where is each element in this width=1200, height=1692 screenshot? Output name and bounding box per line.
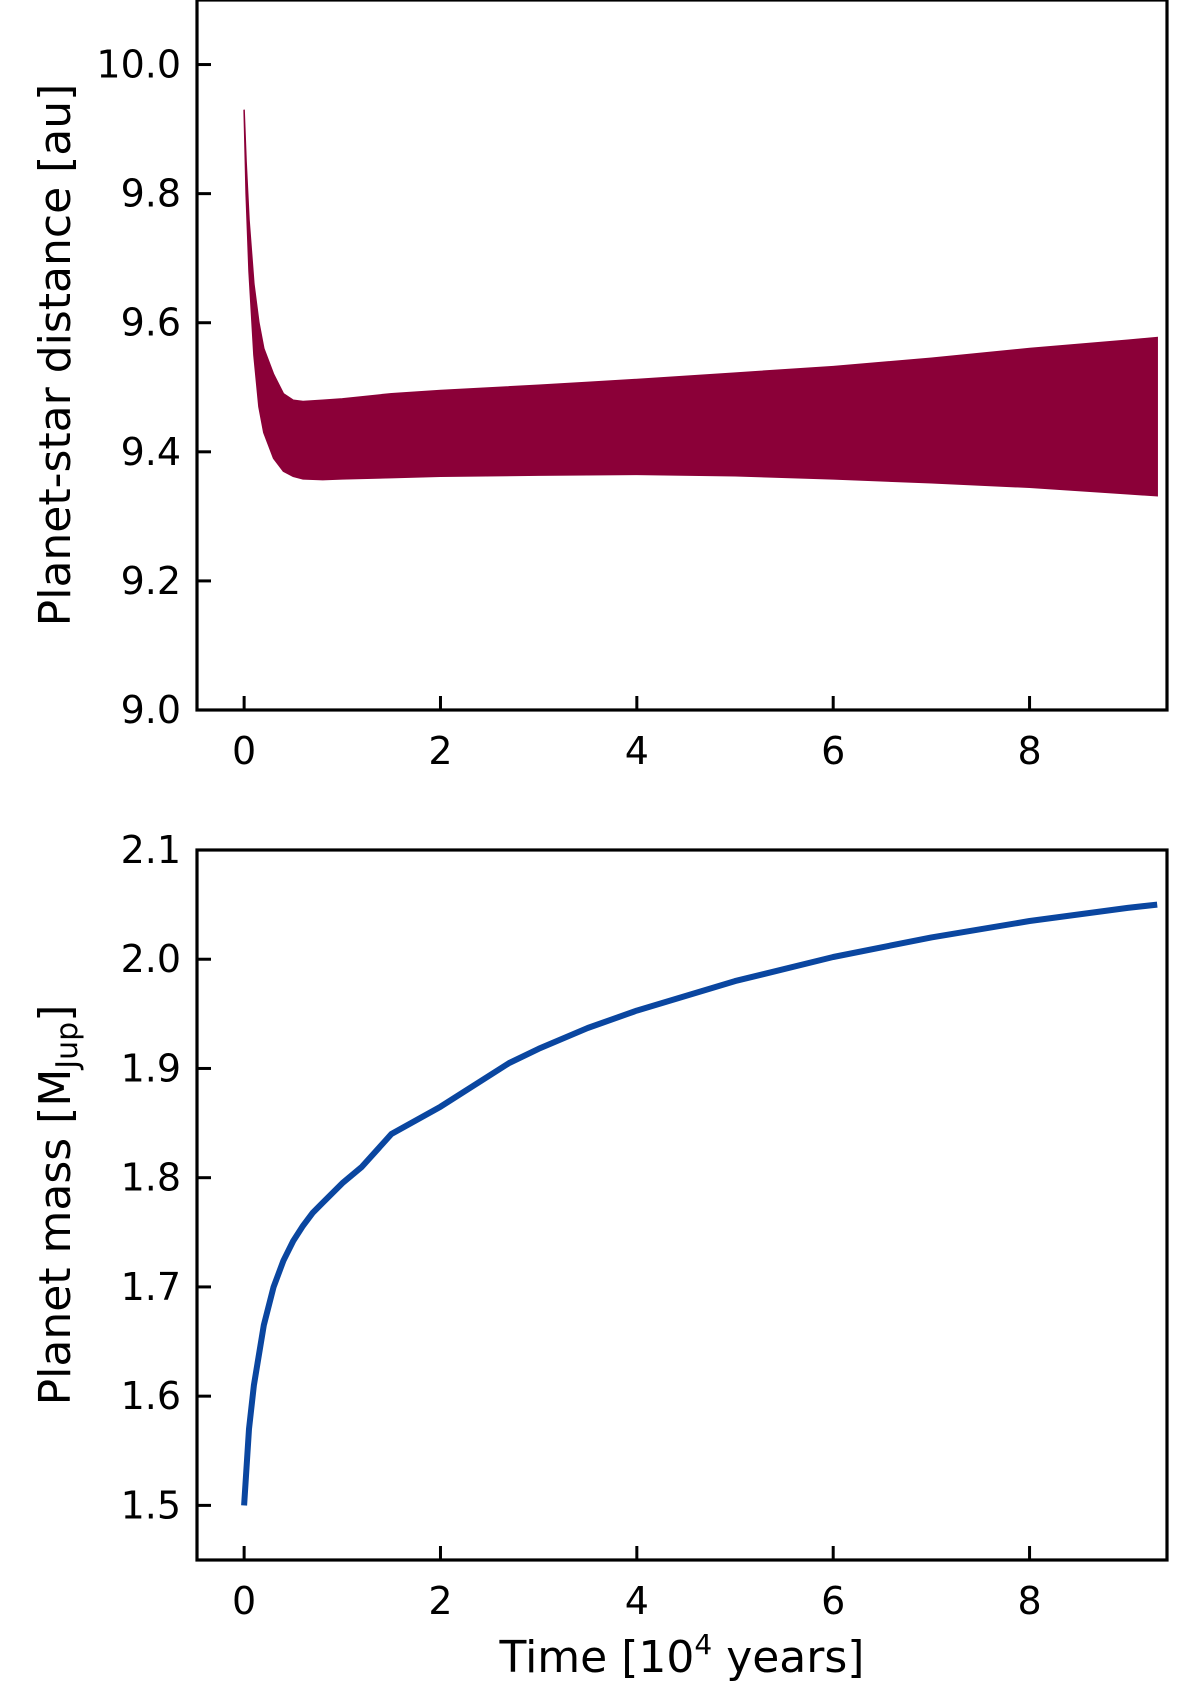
mass-series bbox=[241, 901, 1158, 1506]
time-x-axis-label: Time [104 years] bbox=[499, 1628, 865, 1683]
x-tick-label: 6 bbox=[821, 1579, 845, 1623]
x-tick-label: 8 bbox=[1017, 729, 1041, 773]
distance-panel: 0 2 4 6 8 9.0 9.2 9.4 9.6 9.8 10.0 Planet-star dis… bbox=[30, 0, 1169, 773]
mass-panel: 0 2 4 6 8 1.5 1.6 1.7 1.8 1.9 2.0 2.1 Planet mass [… bbox=[30, 828, 1169, 1683]
mass-plot-frame bbox=[195, 848, 1169, 1562]
y-tick-label: 9.8 bbox=[121, 172, 181, 216]
y-tick-label: 1.5 bbox=[121, 1483, 181, 1527]
y-tick-label: 1.7 bbox=[121, 1265, 181, 1309]
x-tick-label: 0 bbox=[232, 729, 256, 773]
distance-ticks: 0 2 4 6 8 9.0 9.2 9.4 9.6 9.8 10.0 bbox=[96, 43, 1041, 773]
y-tick-label: 2.1 bbox=[121, 828, 181, 872]
y-tick-label: 1.8 bbox=[121, 1156, 181, 1200]
y-tick-label: 9.4 bbox=[121, 430, 181, 474]
distance-envelope-area bbox=[243, 109, 1158, 497]
distance-y-axis-label: Planet-star distance [au] bbox=[30, 84, 81, 627]
mass-y-axis-label: Planet mass [MJup] bbox=[30, 1005, 85, 1406]
distance-series bbox=[243, 109, 1158, 497]
mass-series-line bbox=[241, 901, 1158, 1506]
y-tick-label: 9.2 bbox=[121, 559, 181, 603]
y-tick-label: 1.6 bbox=[121, 1374, 181, 1418]
mass-ticks: 0 2 4 6 8 1.5 1.6 1.7 1.8 1.9 2.0 2.1 bbox=[121, 828, 1042, 1623]
distance-plot-frame bbox=[195, 0, 1169, 712]
y-tick-label: 2.0 bbox=[121, 937, 181, 981]
x-tick-label: 4 bbox=[625, 729, 649, 773]
y-tick-label: 9.0 bbox=[121, 688, 181, 732]
x-tick-label: 6 bbox=[821, 729, 845, 773]
y-tick-label: 9.6 bbox=[121, 301, 181, 345]
x-tick-label: 2 bbox=[428, 729, 452, 773]
x-tick-label: 4 bbox=[625, 1579, 649, 1623]
y-tick-label: 1.9 bbox=[121, 1046, 181, 1090]
x-tick-label: 8 bbox=[1017, 1579, 1041, 1623]
x-tick-label: 0 bbox=[232, 1579, 256, 1623]
y-tick-label: 10.0 bbox=[96, 43, 181, 87]
x-tick-label: 2 bbox=[428, 1579, 452, 1623]
